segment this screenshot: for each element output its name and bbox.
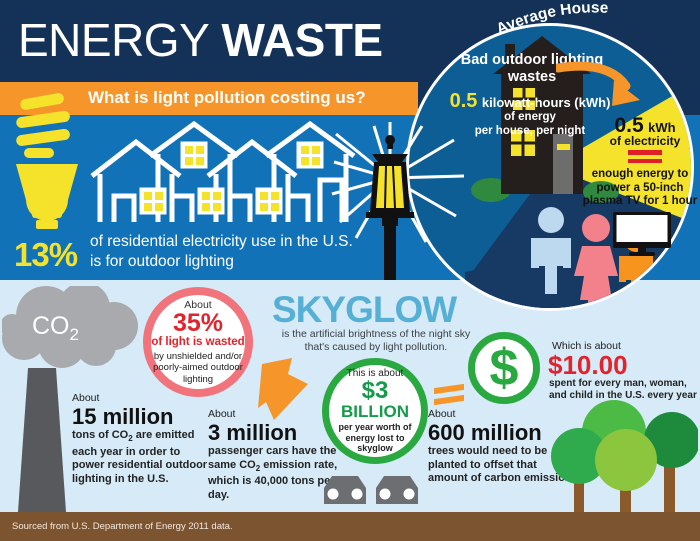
- stat-block-3-million: About 3 million passenger cars have the …: [208, 408, 346, 502]
- smokestack-icon: [18, 368, 66, 512]
- stat-block-15-million: About 15 million tons of CO2 are emitted…: [72, 392, 212, 486]
- equals-sign-icon: [628, 150, 662, 163]
- stat-block-600-million: About 600 million trees would need to be…: [428, 408, 578, 486]
- ten-sub: spent for every man, woman, and child in…: [549, 378, 697, 401]
- stat-body-post: are emitted each year in order to power …: [72, 429, 208, 485]
- stat-about: About: [72, 392, 100, 404]
- circle35-line2: by unshielded and/or poorly-aimed outdoo…: [153, 350, 243, 385]
- ten-amount: $10.00: [548, 350, 628, 380]
- footer-band: [0, 512, 700, 541]
- orange-equals-icon: [434, 383, 464, 406]
- right-kwh-line: 0.5 kWh: [596, 114, 694, 138]
- stat-13-text: of residential electricity use in the U.…: [90, 233, 353, 270]
- ten-about: Which is about: [552, 340, 621, 352]
- skyglow-subtitle: is the artificial brightness of the nigh…: [281, 328, 471, 353]
- circle-3-billion: This is about $3 BILLION per year worth …: [322, 358, 428, 464]
- kwh-sub: of energy per house, per night: [430, 111, 630, 138]
- stat-body: passenger cars have the same CO2 emissio…: [208, 445, 346, 502]
- stat-body-sub: 2: [128, 434, 133, 444]
- cfl-bulb-icon: [16, 93, 78, 229]
- right-kwh-unit: kWh: [648, 120, 676, 135]
- stat-13-percent: 13%: [14, 236, 78, 273]
- stat-body-pre: trees would need to be planted to offset…: [428, 445, 572, 484]
- circle3b-sub: per year worth of energy lost to skyglow: [338, 422, 412, 454]
- title-bold: WASTE: [221, 14, 384, 66]
- stat-body-pre: tons of CO: [72, 429, 129, 441]
- skyglow-title: SKYGLOW: [272, 289, 457, 330]
- kwh-sub-line2: per house, per night: [474, 124, 586, 137]
- television-icon: [613, 212, 671, 256]
- circle3b-about: This is about: [346, 368, 404, 380]
- circle-35-percent: About 35% of light is wasted by unshield…: [143, 287, 253, 397]
- dollar-sign-icon: $: [489, 339, 519, 397]
- smoke-cloud-icon: [2, 286, 138, 368]
- subtitle-banner: [0, 82, 418, 115]
- average-house-circle: [406, 23, 694, 311]
- tv-caption: enough energy to power a 50-inch plasma …: [582, 168, 698, 207]
- stat-body-post: emission rate, which is 40,000 tons per …: [208, 458, 338, 501]
- title-light: ENERGY: [18, 14, 210, 66]
- co2-label: CO2: [32, 312, 79, 345]
- stat-body: tons of CO2 are emitted each year in ord…: [72, 429, 212, 486]
- trees-icon: [551, 400, 698, 512]
- co2-label-sub: 2: [69, 325, 79, 344]
- circle35-number: 35%: [172, 308, 224, 337]
- circle35-line1: of light is wasted: [151, 335, 245, 348]
- circle3b-number: $3: [361, 377, 389, 405]
- curved-orange-arrow-icon: [556, 61, 640, 106]
- footer-source: Sourced from U.S. Department of Energy 2…: [12, 521, 233, 532]
- circle35-about: About: [184, 298, 212, 311]
- average-house-label: Average House: [494, 0, 664, 38]
- average-house-label-text: Average House: [494, 0, 609, 38]
- subtitle-text: What is light pollution costing us?: [88, 88, 366, 107]
- stat-number: 600 million: [428, 420, 542, 445]
- page-title: ENERGY WASTE: [18, 14, 383, 66]
- stat-number: 3 million: [208, 420, 298, 445]
- stat-body-sub: 2: [255, 463, 261, 473]
- kwh-line: 0.5 kilowatt-hours (kWh): [430, 90, 630, 113]
- houses-row-icon: [90, 120, 356, 222]
- co2-label-text: CO: [32, 312, 70, 340]
- stat-number: 15 million: [72, 404, 174, 429]
- street-lamp-icon: [331, 122, 465, 280]
- right-of-electricity: of electricity: [609, 134, 681, 148]
- orange-arrow-icon: [258, 358, 308, 420]
- kwh-sub-line1: of energy: [504, 111, 556, 123]
- kwh-number: 0.5: [449, 90, 478, 112]
- stat-body: trees would need to be planted to offset…: [428, 445, 578, 486]
- right-kwh-number: 0.5: [614, 114, 644, 137]
- stat-about: About: [428, 408, 456, 420]
- kwh-unit: kilowatt-hours (kWh): [481, 95, 611, 110]
- dollar-sign-circle: $: [468, 332, 540, 404]
- stat-body-pre: passenger cars have the same CO: [208, 445, 337, 471]
- stat-about: About: [208, 408, 236, 420]
- circle3b-billion: BILLION: [341, 402, 409, 422]
- cars-icon: [324, 476, 418, 504]
- svg-text:Average House: Average House: [494, 4, 609, 38]
